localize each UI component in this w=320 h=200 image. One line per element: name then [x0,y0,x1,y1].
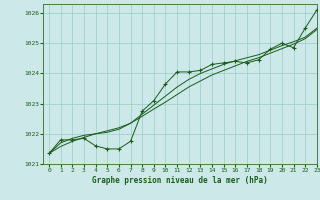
X-axis label: Graphe pression niveau de la mer (hPa): Graphe pression niveau de la mer (hPa) [92,176,268,185]
